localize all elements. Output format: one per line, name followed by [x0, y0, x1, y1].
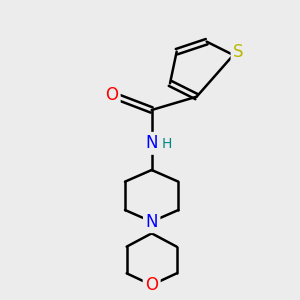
Text: H: H: [162, 137, 172, 151]
Text: O: O: [145, 276, 158, 294]
Text: S: S: [233, 43, 244, 61]
Text: N: N: [146, 213, 158, 231]
Text: N: N: [146, 134, 158, 152]
Text: O: O: [105, 86, 118, 104]
